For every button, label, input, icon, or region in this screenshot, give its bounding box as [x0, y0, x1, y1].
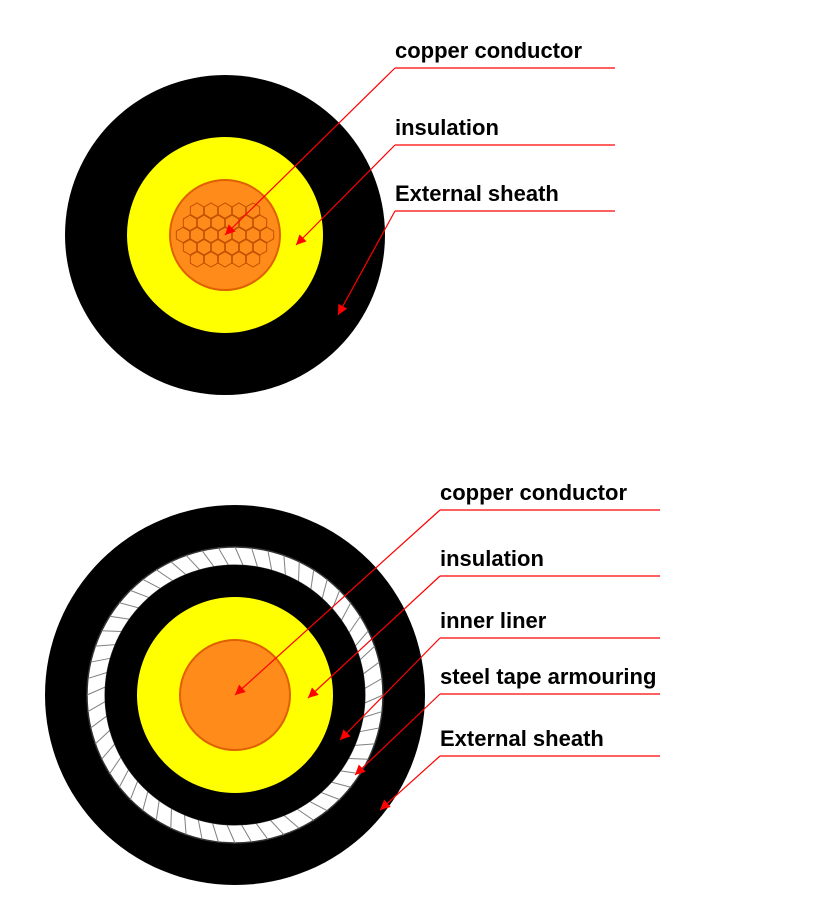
- cable-b-insulation: [137, 597, 333, 793]
- cable-b: [45, 505, 425, 885]
- cable-a-label-1: insulation: [395, 115, 499, 141]
- diagram-canvas: copper conductor insulation External sheat…: [0, 0, 831, 915]
- cable-a: [65, 75, 385, 395]
- cable-a-copper-conductor: [170, 180, 280, 290]
- cable-b-inner-liner: [105, 565, 365, 825]
- cable-b-label-2: inner liner: [440, 608, 546, 634]
- cable-a-label-0: copper conductor: [395, 38, 582, 64]
- cable-b-label-0: copper conductor: [440, 480, 627, 506]
- cable-a-external-sheath: [65, 75, 385, 395]
- cable-b-steel-tape-armouring: [87, 547, 383, 843]
- cable-b-external-sheath: [45, 505, 425, 885]
- cable-b-copper-conductor: [180, 640, 290, 750]
- cable-a-label-2: External sheath: [395, 181, 559, 207]
- cable-a-insulation: [127, 137, 323, 333]
- cable-b-label-4: External sheath: [440, 726, 604, 752]
- cable-b-label-1: insulation: [440, 546, 544, 572]
- cable-b-label-3: steel tape armouring: [440, 664, 656, 690]
